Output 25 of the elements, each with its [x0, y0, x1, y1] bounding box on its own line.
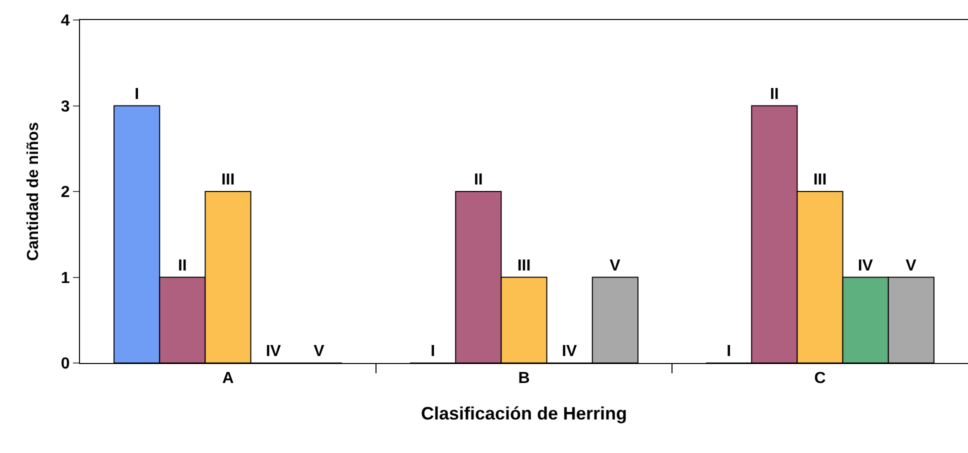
text: V	[906, 257, 916, 274]
x-tick-label: B	[518, 370, 530, 388]
x-axis-title: Clasificación de Herring	[420, 403, 628, 424]
series-label: IV	[858, 257, 874, 274]
y-tick-label: 0	[60, 356, 70, 373]
text: IV	[266, 343, 281, 360]
text: I	[726, 343, 732, 360]
series-label: V	[610, 257, 621, 274]
y-tick-label: 3	[60, 98, 70, 116]
text: III	[517, 257, 531, 274]
text: II	[474, 172, 483, 188]
y-tick-label: 2	[60, 184, 70, 202]
y-axis-title: Cantidad de niños	[25, 122, 42, 261]
series-label: III	[221, 172, 235, 188]
x-tick-label: A	[222, 370, 234, 388]
text: III	[813, 172, 827, 188]
text: II	[770, 86, 779, 103]
series-label: I	[134, 86, 140, 103]
text: IV	[562, 343, 577, 360]
x-tick-label: C	[814, 370, 826, 388]
y-tick-label: 1	[60, 270, 70, 287]
y-tick-label: 4	[60, 12, 70, 30]
series-label: II	[178, 257, 187, 274]
text: V	[314, 343, 324, 360]
text: I	[430, 343, 436, 360]
